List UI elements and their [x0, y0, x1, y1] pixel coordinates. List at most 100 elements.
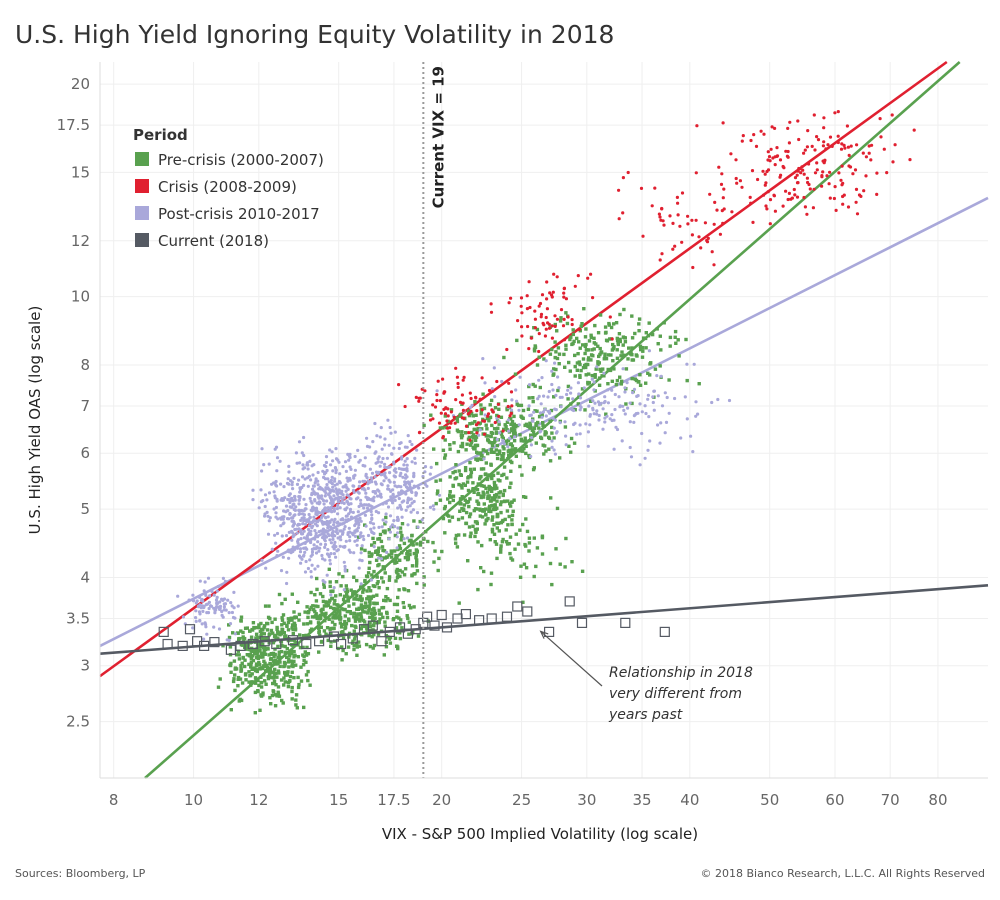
crisis-point — [767, 155, 772, 159]
post-crisis-point — [652, 389, 656, 393]
post-crisis-point — [347, 526, 351, 530]
post-crisis-point — [222, 608, 226, 612]
pre-crisis-point — [501, 452, 506, 456]
crisis-point — [828, 170, 832, 174]
post-crisis-point — [563, 420, 567, 424]
crisis-point — [810, 144, 814, 148]
post-crisis-point — [299, 561, 303, 565]
pre-crisis-point — [387, 553, 391, 557]
pre-crisis-point — [239, 664, 243, 668]
post-crisis-point — [376, 460, 380, 464]
pre-crisis-point — [534, 441, 538, 445]
post-crisis-point — [373, 451, 377, 455]
pre-crisis-point — [282, 660, 287, 665]
pre-crisis-point — [504, 540, 509, 544]
pre-crisis-point — [312, 608, 316, 612]
pre-crisis-point — [484, 518, 488, 523]
pre-crisis-point — [352, 575, 356, 579]
post-crisis-point — [403, 480, 407, 484]
pre-crisis-point — [251, 621, 256, 625]
pre-crisis-point — [351, 593, 355, 597]
post-crisis-point — [586, 430, 591, 434]
post-crisis-point — [342, 588, 346, 592]
pre-crisis-point — [499, 500, 504, 504]
pre-crisis-point — [542, 424, 546, 428]
post-crisis-point — [569, 386, 573, 390]
pre-crisis-point — [526, 407, 531, 411]
post-crisis-point — [361, 479, 365, 483]
post-crisis-point — [217, 627, 222, 631]
pre-crisis-point — [604, 357, 609, 361]
post-crisis-point — [578, 396, 583, 400]
pre-crisis-point — [400, 570, 405, 574]
crisis-point — [509, 296, 513, 300]
pre-crisis-point — [490, 530, 495, 534]
post-crisis-point — [342, 496, 346, 500]
post-crisis-point — [384, 501, 388, 505]
pre-crisis-point — [434, 479, 438, 483]
crisis-point — [487, 388, 492, 393]
pre-crisis-point — [362, 605, 366, 609]
pre-crisis-point — [674, 341, 678, 345]
pre-crisis-point — [587, 356, 591, 360]
pre-crisis-point — [274, 671, 278, 676]
post-crisis-point — [265, 498, 269, 502]
pre-crisis-point — [297, 618, 301, 622]
pre-crisis-point — [463, 466, 468, 470]
post-crisis-point — [602, 371, 606, 375]
pre-crisis-point — [272, 655, 276, 659]
post-crisis-point — [623, 386, 627, 390]
crisis-point — [830, 144, 834, 148]
pre-crisis-point — [618, 339, 622, 344]
pre-crisis-point — [321, 599, 326, 604]
pre-crisis-point — [504, 425, 508, 429]
post-crisis-point — [273, 447, 277, 451]
post-crisis-point — [304, 559, 308, 564]
pre-crisis-point — [322, 582, 326, 586]
post-crisis-point — [376, 494, 380, 498]
pre-crisis-point — [270, 693, 275, 698]
pre-crisis-point — [283, 635, 287, 640]
crisis-point — [397, 383, 401, 387]
post-crisis-point — [628, 445, 632, 450]
pre-crisis-point — [336, 603, 340, 608]
crisis-point — [840, 142, 844, 146]
post-crisis-point — [292, 507, 296, 512]
pre-crisis-point — [471, 524, 475, 528]
crisis-point — [586, 276, 590, 280]
crisis-point — [443, 390, 447, 394]
pre-crisis-point — [247, 653, 251, 658]
pre-crisis-point — [273, 652, 277, 657]
crisis-point — [805, 176, 810, 180]
pre-crisis-point — [293, 639, 297, 643]
pre-crisis-point — [338, 609, 342, 613]
pre-crisis-point — [526, 424, 530, 428]
pre-crisis-point — [464, 431, 468, 435]
post-crisis-point — [357, 566, 361, 570]
pre-crisis-point — [411, 543, 415, 547]
pre-crisis-point — [473, 438, 478, 442]
post-crisis-point — [689, 434, 693, 438]
crisis-point — [808, 187, 812, 191]
pre-crisis-point — [630, 401, 634, 406]
pre-crisis-point — [372, 617, 376, 621]
post-crisis-point — [215, 595, 219, 600]
pre-crisis-point — [265, 628, 270, 632]
pre-crisis-point — [359, 616, 364, 620]
pre-crisis-point — [286, 670, 290, 674]
post-crisis-point — [313, 481, 317, 485]
post-crisis-point — [303, 541, 307, 546]
pre-crisis-point — [332, 607, 337, 611]
crisis-point — [697, 235, 701, 239]
post-crisis-point — [325, 499, 329, 503]
pre-crisis-point — [339, 625, 344, 629]
pre-crisis-point — [372, 623, 376, 628]
pre-crisis-point — [466, 437, 471, 441]
crisis-point — [751, 220, 755, 224]
pre-crisis-point — [531, 382, 535, 387]
post-crisis-point — [631, 391, 635, 395]
pre-crisis-point — [304, 653, 309, 657]
post-crisis-point — [348, 465, 352, 469]
post-crisis-point — [510, 398, 514, 402]
pre-crisis-point — [548, 352, 553, 356]
